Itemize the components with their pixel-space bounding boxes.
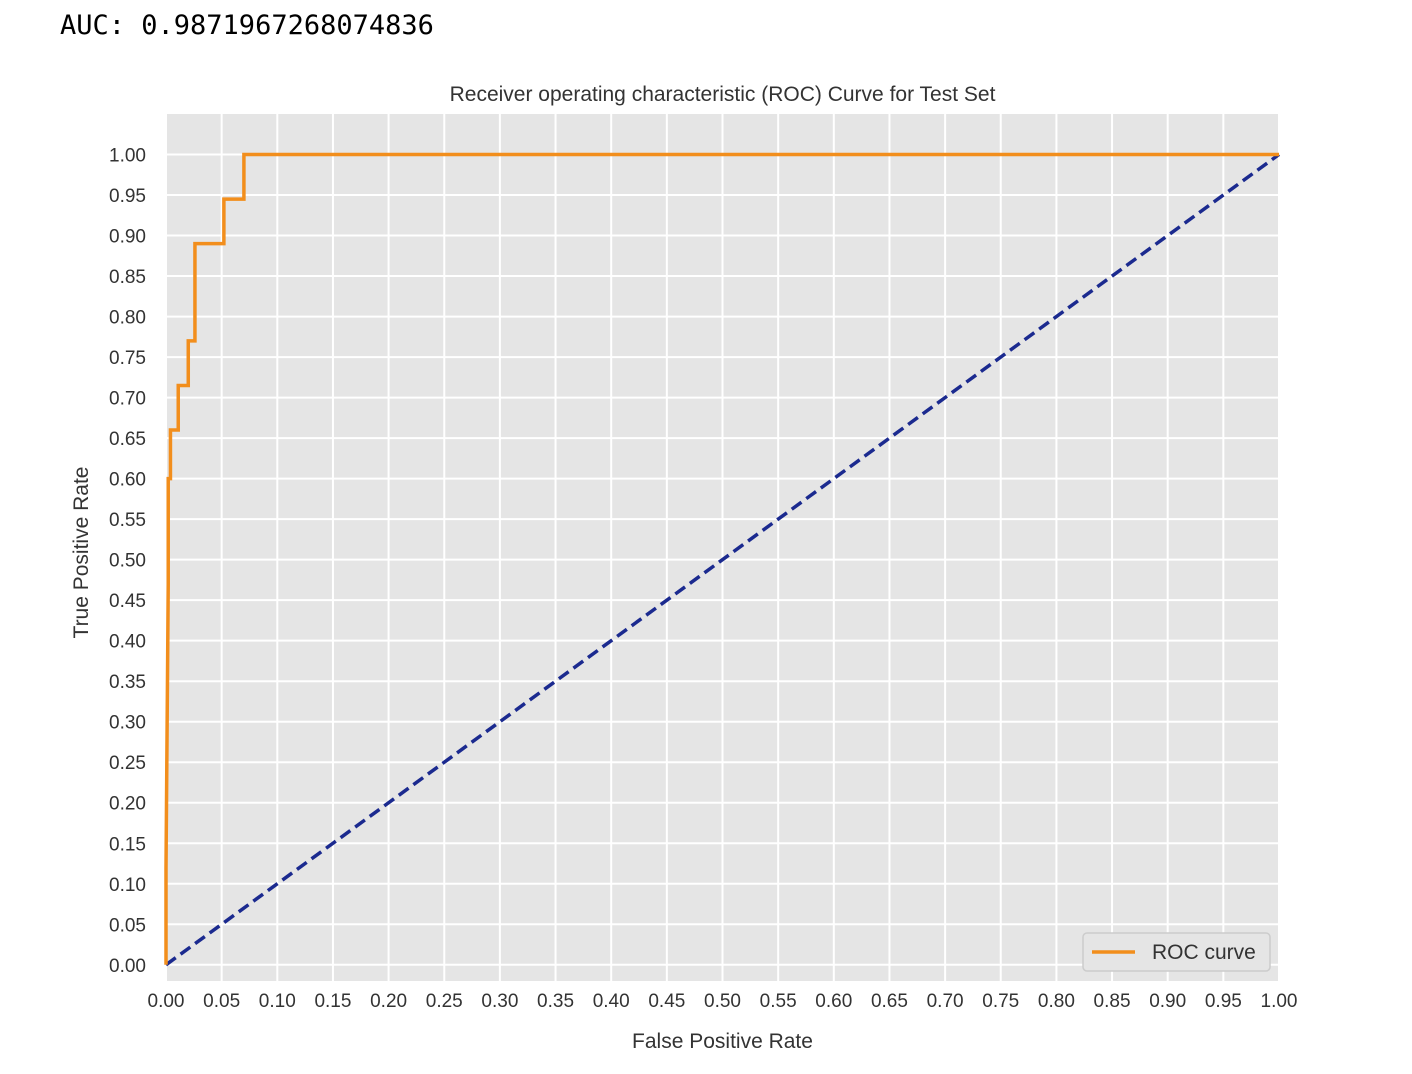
y-tick-label: 0.80 [109,308,146,329]
x-tick-label: 0.00 [148,991,185,1012]
y-tick-label: 0.15 [109,834,146,855]
x-tick-label: 0.70 [927,991,964,1012]
x-tick-label: 0.40 [593,991,630,1012]
y-tick-label: 0.65 [109,429,146,450]
x-tick-label: 0.80 [1038,991,1075,1012]
y-tick-label: 0.60 [109,470,146,491]
diagonal-reference-line [164,153,1281,967]
auc-output-text: AUC: 0.9871967268074836 [60,10,434,41]
y-tick-label: 0.75 [109,348,146,369]
roc-curve-line [164,152,1279,965]
y-tick-label: 0.10 [109,875,146,896]
legend: ROC curve [1082,932,1271,972]
y-tick-label: 0.30 [109,713,146,734]
x-tick-label: 0.60 [815,991,852,1012]
x-tick-label: 0.25 [426,991,463,1012]
x-tick-label: 0.05 [203,991,240,1012]
chart-title: Receiver operating characteristic (ROC) … [450,83,996,106]
x-tick-label: 0.10 [259,991,296,1012]
x-tick-label: 0.15 [314,991,351,1012]
x-tick-label: 0.45 [648,991,685,1012]
grid-lines [165,114,1280,981]
legend-box [1082,932,1271,972]
x-tick-label: 0.85 [1094,991,1131,1012]
x-tick-label: 0.30 [481,991,518,1012]
x-axis-title: False Positive Rate [632,1030,813,1053]
y-tick-label: 0.55 [109,510,146,531]
y-axis-title: True Positive Rate [70,467,93,639]
x-tick-label: 0.75 [982,991,1019,1012]
y-tick-label: 0.50 [109,551,146,572]
x-tick-label: 0.65 [871,991,908,1012]
y-tick-label: 0.70 [109,389,146,410]
y-tick-label: 0.90 [109,227,146,248]
series-layer [164,152,1281,967]
legend-label-roc-curve: ROC curve [1152,941,1256,964]
y-tick-label: 0.05 [109,915,146,936]
x-tick-label: 0.55 [760,991,797,1012]
y-tick-label: 0.25 [109,753,146,774]
x-tick-label: 1.00 [1261,991,1298,1012]
y-tick-label: 0.35 [109,672,146,693]
x-tick-label: 0.20 [370,991,407,1012]
x-tick-label: 0.50 [704,991,741,1012]
y-tick-label: 0.45 [109,591,146,612]
y-tick-label: 0.40 [109,632,146,653]
y-tick-label: 1.00 [109,146,146,167]
y-tick-label: 0.00 [109,956,146,977]
x-tick-labels: 0.00 0.05 0.10 0.15 0.20 0.25 0.30 0.35 0.40 0.45… [148,991,1298,1012]
y-tick-label: 0.95 [109,186,146,207]
y-tick-label: 0.20 [109,794,146,815]
x-tick-label: 0.95 [1205,991,1242,1012]
x-tick-label: 0.90 [1149,991,1186,1012]
y-tick-labels: 0.00 0.05 0.10 0.15 0.20 0.25 0.30 0.35 0.40 0.45… [109,146,146,977]
y-tick-label: 0.85 [109,267,146,288]
x-tick-label: 0.35 [537,991,574,1012]
